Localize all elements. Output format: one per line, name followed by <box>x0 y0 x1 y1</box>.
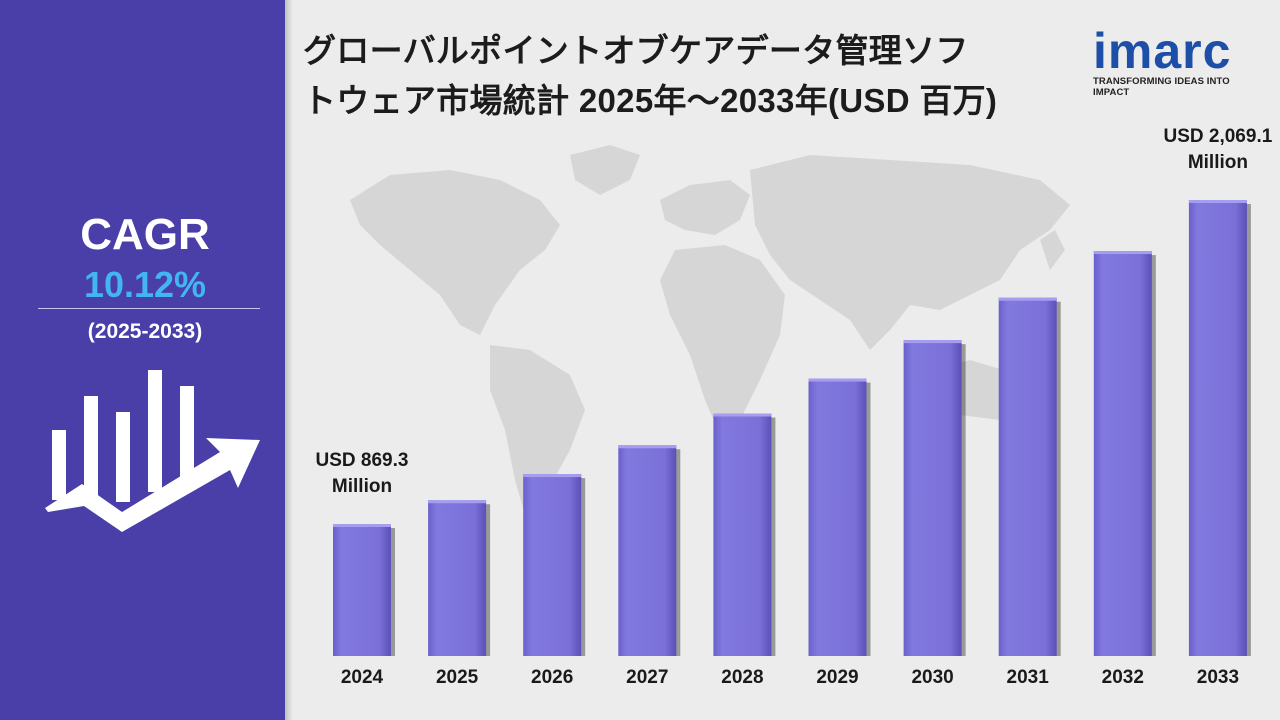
x-tick-label: 2033 <box>1197 667 1239 688</box>
bar-2028 <box>713 413 772 656</box>
x-tick-label: 2026 <box>531 667 573 688</box>
x-tick-label: 2025 <box>436 667 479 688</box>
x-tick-label: 2032 <box>1102 667 1144 688</box>
bar-2029 <box>808 378 867 656</box>
bar-top-2027 <box>618 445 677 449</box>
x-tick-label: 2029 <box>816 667 858 688</box>
x-tick-label: 2024 <box>341 667 384 688</box>
x-tick-label: 2031 <box>1007 667 1050 688</box>
cagr-value: 10.12% <box>83 264 207 305</box>
bar-2032 <box>1093 251 1152 657</box>
bar-2031 <box>998 297 1057 656</box>
bar-2030 <box>903 340 962 656</box>
imarc-logo: imarc TRANSFORMING IDEAS INTO IMPACT <box>1093 23 1268 98</box>
data-label: USD 869.3 <box>316 450 409 471</box>
chart-title-line2: トウェア市場統計 2025年～2033年(USD 百万) <box>303 82 998 119</box>
data-label: USD 2,069.1 <box>1164 126 1273 147</box>
bar-top-2026 <box>523 474 582 478</box>
bar-top-2024 <box>333 524 391 527</box>
growth-chart-icon <box>45 370 260 532</box>
x-tick-label: 2027 <box>626 667 668 688</box>
bar-2026 <box>523 474 582 656</box>
bar-top-2032 <box>1093 251 1152 255</box>
cagr-panel <box>0 0 285 720</box>
data-label: Million <box>1188 152 1248 173</box>
bar-2024 <box>333 524 391 656</box>
bar-top-2031 <box>998 297 1057 301</box>
bar-top-2030 <box>903 340 962 344</box>
chart-title-line1: グローバルポイントオブケアデータ管理ソフ <box>303 32 969 69</box>
cagr-period: (2025-2033) <box>87 320 203 343</box>
data-label: Million <box>332 476 392 497</box>
bar-2025 <box>428 500 487 656</box>
bar-top-2033 <box>1188 200 1247 203</box>
bar-2033 <box>1188 200 1247 656</box>
bar-top-2028 <box>713 413 772 417</box>
bar-top-2025 <box>428 500 487 504</box>
logo-tagline: TRANSFORMING IDEAS INTO IMPACT <box>1093 76 1230 98</box>
cagr-divider <box>38 308 260 309</box>
chart-title: グローバルポイントオブケアデータ管理ソフ トウェア市場統計 2025年～2033… <box>303 26 1063 126</box>
bar-top-2029 <box>808 378 867 382</box>
bar-2027 <box>618 445 677 656</box>
cagr-label: CAGR <box>80 210 210 259</box>
x-tick-label: 2030 <box>911 667 953 688</box>
logo-wordmark: imarc <box>1093 23 1232 79</box>
panel-shadow <box>285 0 293 720</box>
x-tick-label: 2028 <box>721 667 763 688</box>
